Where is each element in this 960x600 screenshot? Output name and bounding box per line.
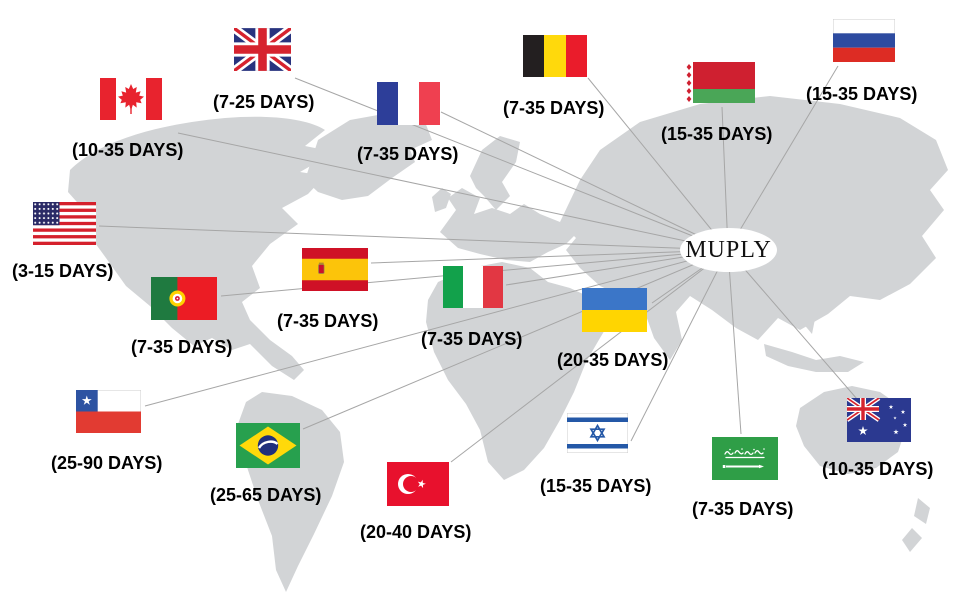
saudi-arabia-flag [712, 437, 778, 480]
brazil-days-label: (25-65 DAYS) [210, 485, 322, 505]
belarus-flag [685, 62, 755, 103]
israel-flag [567, 413, 628, 453]
uk-days-label: (7-25 DAYS) [213, 92, 315, 112]
russia-days-label: (15-35 DAYS) [806, 84, 918, 104]
canada-flag [100, 78, 162, 120]
israel-days-label: (15-35 DAYS) [540, 476, 652, 496]
russia-flag [833, 19, 895, 62]
chile-days-label: (25-90 DAYS) [51, 453, 163, 473]
usa-days-label: (3-15 DAYS) [12, 261, 114, 281]
france-flag [377, 82, 440, 125]
belgium-days-label: (7-35 DAYS) [503, 98, 605, 118]
ukraine-days-label: (20-35 DAYS) [557, 350, 669, 370]
brand-name: MUPLY [685, 236, 772, 263]
portugal-flag [151, 277, 217, 320]
spain-flag [302, 248, 368, 291]
turkey-days-label: (20-40 DAYS) [360, 522, 472, 542]
france-days-label: (7-35 DAYS) [357, 144, 459, 164]
belgium-flag [523, 35, 587, 77]
turkey-flag [387, 462, 449, 506]
brand-ellipse: MUPLY [680, 228, 777, 272]
australia-flag [847, 398, 911, 442]
spain-days-label: (7-35 DAYS) [277, 311, 379, 331]
italy-days-label: (7-35 DAYS) [421, 329, 523, 349]
ukraine-flag [582, 288, 647, 332]
usa-flag [33, 202, 96, 245]
canada-days-label: (10-35 DAYS) [72, 140, 184, 160]
portugal-days-label: (7-35 DAYS) [131, 337, 233, 357]
italy-flag [443, 266, 503, 308]
chile-flag [76, 390, 141, 433]
belarus-days-label: (15-35 DAYS) [661, 124, 773, 144]
brazil-flag [236, 423, 300, 468]
australia-days-label: (10-35 DAYS) [822, 459, 934, 479]
uk-flag [234, 28, 291, 71]
saudi-arabia-days-label: (7-35 DAYS) [692, 499, 794, 519]
